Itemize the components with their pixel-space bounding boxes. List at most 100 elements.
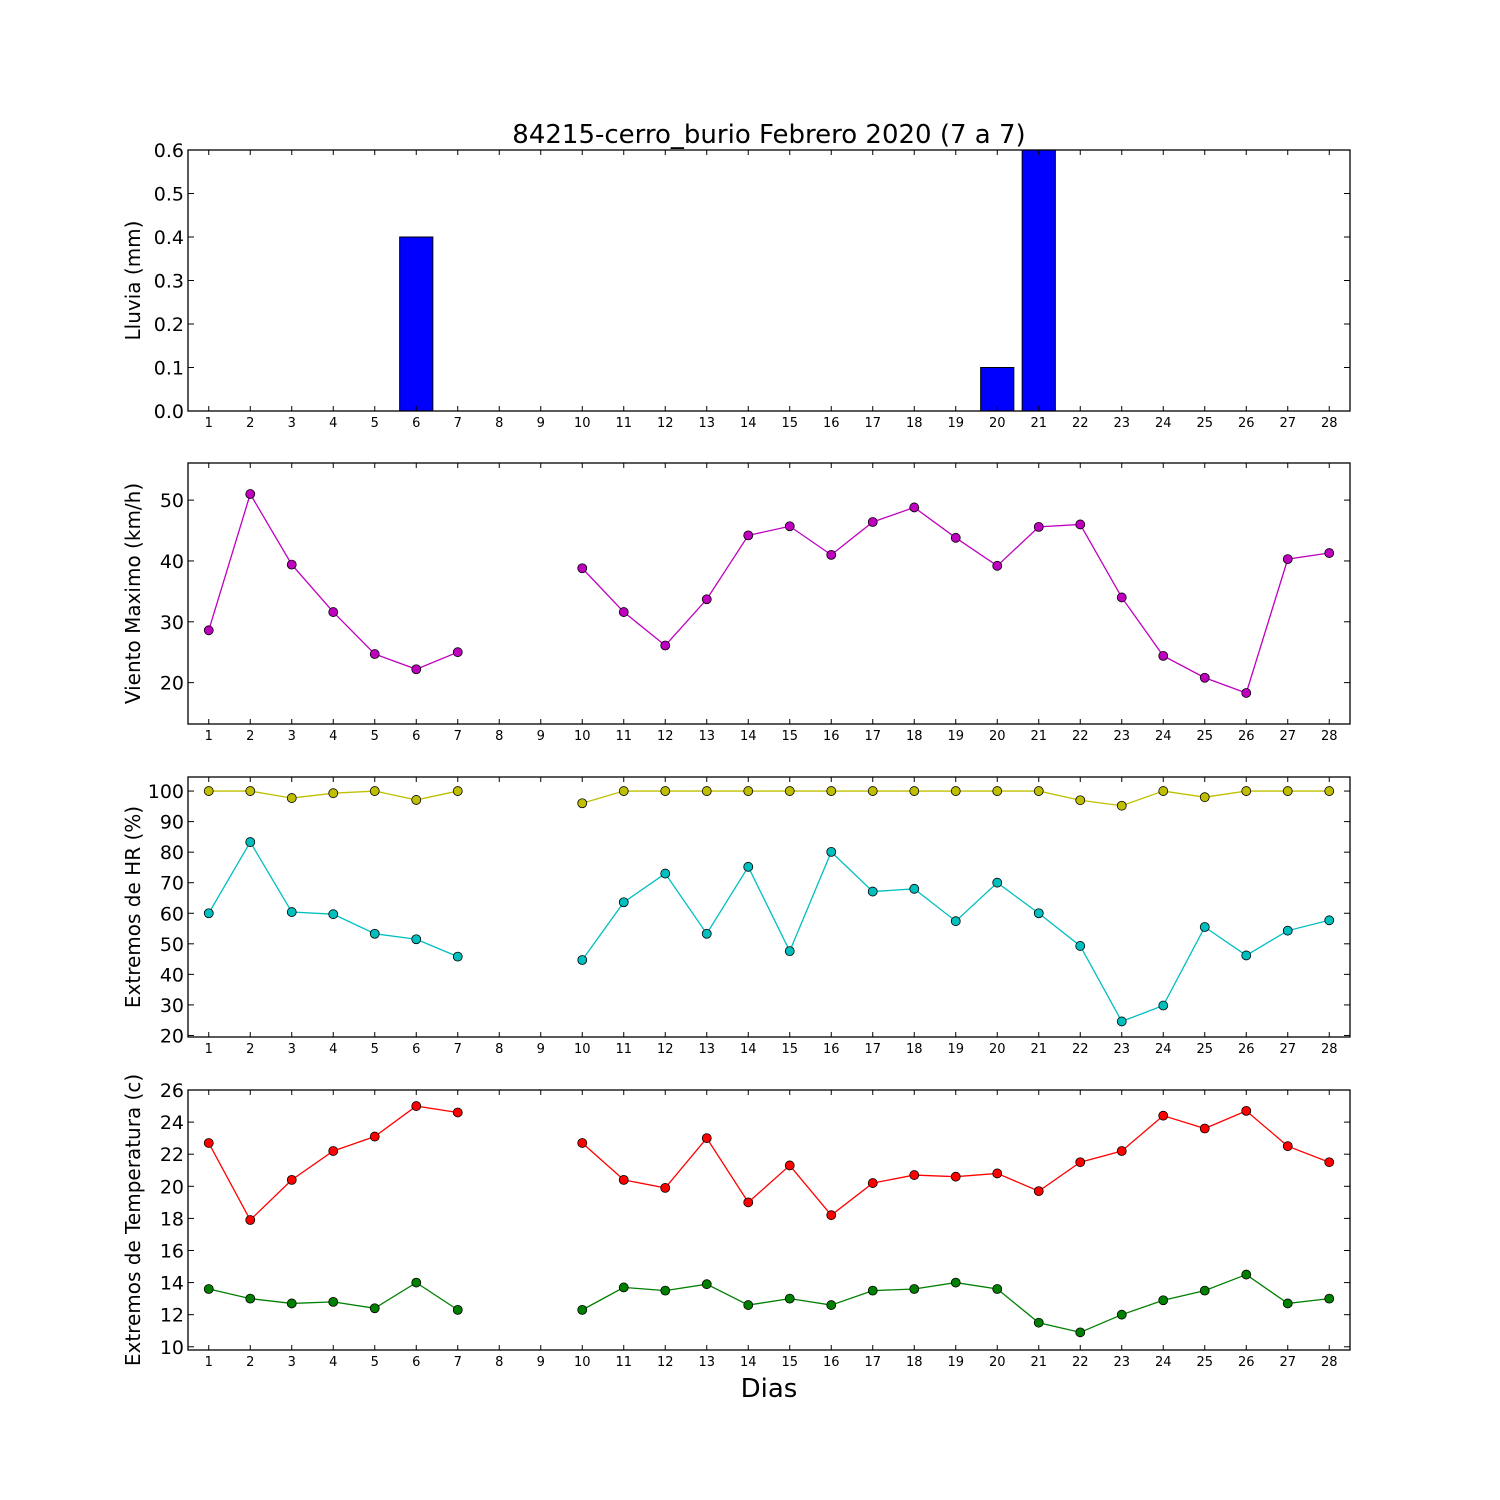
series-1-point-day-22 (1075, 795, 1086, 806)
series-1-point-day-18 (909, 1170, 920, 1180)
series-2-point-day-19 (950, 916, 961, 927)
x-tick-label: 12 (657, 1355, 674, 1370)
x-tick-label: 26 (1238, 1042, 1255, 1057)
series-1-point-day-2 (245, 786, 256, 796)
series-1-point-day-17 (867, 786, 878, 796)
series-1-point-day-13 (701, 594, 712, 605)
x-tick-label: 21 (1030, 416, 1047, 431)
series-1-point-day-12 (660, 640, 671, 651)
series-1-point-day-21 (1033, 1186, 1044, 1197)
x-tick-label: 6 (412, 1042, 420, 1057)
x-tick-label: 23 (1113, 729, 1130, 744)
x-tick-label: 9 (537, 1042, 545, 1057)
series-2-point-day-20 (992, 877, 1003, 888)
series-1-point-day-3 (286, 1174, 297, 1185)
x-tick-label: 9 (537, 1355, 545, 1370)
series-1-point-day-28 (1324, 1157, 1335, 1168)
x-tick-label: 8 (495, 1042, 503, 1057)
series-1-point-day-17 (867, 1178, 878, 1188)
x-tick-label: 21 (1030, 729, 1047, 744)
series-2-point-day-21 (1033, 908, 1044, 919)
series-1-point-day-11 (618, 607, 629, 617)
y-axis-label: Extremos de Temperatura (c) (121, 1074, 145, 1366)
series-2-point-day-6 (411, 934, 422, 945)
x-tick-label: 20 (989, 416, 1006, 431)
series-1-point-day-3 (286, 559, 297, 570)
x-tick-label: 3 (288, 1042, 296, 1057)
series-1-point-day-6 (411, 1101, 422, 1111)
series-1-point-day-22 (1075, 1157, 1086, 1168)
series-2-point-day-22 (1075, 1327, 1086, 1338)
y-tick-label: 50 (160, 490, 184, 512)
series-2-point-day-12 (660, 868, 671, 879)
series-2-point-day-5 (369, 1303, 380, 1314)
y-tick-label: 80 (160, 842, 184, 864)
x-tick-label: 7 (454, 729, 462, 744)
x-tick-label: 25 (1196, 729, 1213, 744)
series-1-point-day-21 (1033, 786, 1044, 796)
x-tick-label: 2 (246, 1355, 254, 1370)
series-1-line-1 (208, 492, 458, 670)
series-1-point-day-21 (1033, 521, 1044, 532)
series-2-point-day-3 (286, 1298, 297, 1309)
series-1-point-day-26 (1241, 786, 1252, 796)
x-tick-label: 28 (1321, 416, 1338, 431)
x-tick-label: 16 (823, 1042, 840, 1057)
x-tick-label: 2 (246, 416, 254, 431)
x-tick-label: 8 (495, 416, 503, 431)
series-1-line-2 (581, 1110, 1330, 1217)
series-1-point-day-24 (1158, 1110, 1169, 1121)
x-tick-label: 19 (947, 729, 964, 744)
series-1-point-day-16 (826, 549, 837, 560)
y-tick-label: 90 (160, 812, 184, 834)
x-tick-label: 12 (657, 416, 674, 431)
chart-title: 84215-cerro_burio Febrero 2020 (7 a 7) (512, 120, 1025, 150)
x-tick-label: 18 (906, 416, 923, 431)
chart-panels: 0.00.10.20.30.40.50.61 2 3 4 5 6 7 8 9 10 11 12 13 14… (121, 140, 1351, 1370)
series-1-point-day-12 (660, 1183, 671, 1193)
series-1-point-day-27 (1282, 1141, 1293, 1152)
axes-frame (187, 776, 1351, 1038)
series-1-point-day-22 (1075, 519, 1086, 530)
series-2-point-day-12 (660, 1285, 671, 1296)
series-2-point-day-16 (826, 1300, 837, 1310)
x-tick-label: 16 (823, 416, 840, 431)
series-1-point-day-5 (369, 786, 380, 796)
x-tick-label: 22 (1072, 1042, 1089, 1057)
series-2-point-day-22 (1075, 941, 1086, 951)
x-tick-label: 23 (1113, 416, 1130, 431)
x-tick-label: 27 (1279, 1355, 1296, 1370)
series-1-point-day-5 (369, 1131, 380, 1142)
x-tick-label: 17 (864, 416, 881, 431)
series-1-point-day-25 (1199, 792, 1210, 803)
x-tick-label: 17 (864, 1355, 881, 1370)
y-tick-label: 16 (160, 1240, 184, 1262)
series-2-point-day-13 (701, 1279, 712, 1290)
x-tick-label: 14 (740, 1355, 757, 1370)
x-tick-label: 22 (1072, 1355, 1089, 1370)
y-axis-label: Lluvia (mm) (121, 221, 145, 341)
series-1-point-day-10 (577, 798, 588, 809)
x-tick-label: 15 (781, 1355, 798, 1370)
series-2-point-day-1 (203, 1284, 214, 1294)
series-2-point-day-14 (743, 1300, 754, 1310)
plot-area (203, 1101, 1335, 1338)
x-tick-label: 25 (1196, 1355, 1213, 1370)
x-tick-label: 19 (947, 416, 964, 431)
y-tick-label: 0.2 (154, 314, 184, 336)
x-tick-label: 20 (989, 1042, 1006, 1057)
x-tick-label: 27 (1279, 1042, 1296, 1057)
x-tick-label: 6 (412, 729, 420, 744)
series-1-point-day-6 (411, 795, 422, 805)
series-1-point-day-6 (411, 664, 422, 675)
x-tick-label: 5 (371, 416, 379, 431)
series-2-point-day-25 (1199, 1285, 1210, 1296)
series-2-point-day-11 (618, 1282, 629, 1293)
series-1-point-day-7 (452, 1107, 463, 1118)
x-tick-label: 23 (1113, 1355, 1130, 1370)
y-tick-label: 0.5 (154, 184, 184, 206)
x-tick-label: 15 (781, 729, 798, 744)
x-tick-label: 14 (740, 1042, 757, 1057)
